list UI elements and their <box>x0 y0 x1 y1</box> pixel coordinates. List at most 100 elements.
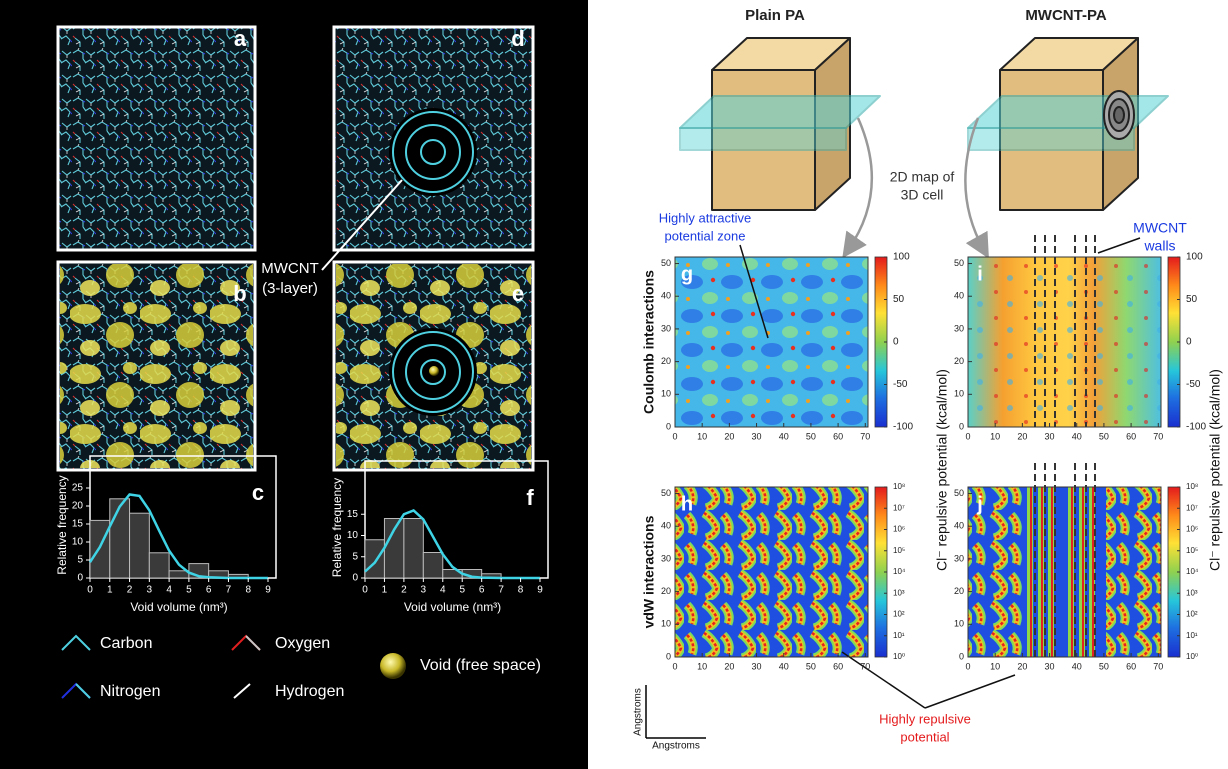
x-tick-label: 2 <box>127 585 133 596</box>
colorbar-tick-label: 10³ <box>1186 588 1198 597</box>
legend-label: Void (free space) <box>420 657 541 674</box>
colorbar-tick-label: 100 <box>1186 252 1203 263</box>
note: potential zone <box>665 228 746 243</box>
y-tick-label: 15 <box>347 509 359 520</box>
colorbar-tick-label: 10⁷ <box>1186 503 1198 512</box>
legend-label: Nitrogen <box>100 683 160 700</box>
x-tick-label: 10 <box>990 661 1000 671</box>
y-tick-label: 50 <box>661 258 671 268</box>
x-tick-label: 30 <box>1045 661 1055 671</box>
y-tick-label: 30 <box>661 323 671 333</box>
mwcnt-label: (3-layer) <box>262 280 318 297</box>
map-letter: j <box>976 493 983 515</box>
x-tick-label: 1 <box>107 585 113 596</box>
x-tick-label: 70 <box>860 661 870 671</box>
x-tick-label: 0 <box>362 585 368 596</box>
x-tick-label: 40 <box>779 431 789 441</box>
x-tick-label: 60 <box>833 661 843 671</box>
colorbar-label: Cl⁻ repulsive potential (kcal/mol) <box>1207 369 1223 571</box>
y-tick-label: 15 <box>72 519 84 530</box>
y-tick-label: 40 <box>954 521 964 531</box>
panel-a <box>58 27 255 250</box>
colorbar-tick-label: -50 <box>893 379 908 390</box>
y-tick-label: 40 <box>954 291 964 301</box>
note: Highly repulsive <box>879 711 971 726</box>
x-tick-label: 9 <box>537 585 543 596</box>
row-label: vdW interactions <box>641 515 657 628</box>
x-tick-label: 20 <box>724 661 734 671</box>
x-tick-label: 0 <box>965 431 970 441</box>
x-tick-label: 10 <box>697 661 707 671</box>
colorbar-label: Cl⁻ repulsive potential (kcal/mol) <box>934 369 950 571</box>
x-axis-label: Void volume (nm³) <box>404 600 501 614</box>
heatmap-texture <box>968 257 1161 427</box>
x-tick-label: 70 <box>860 431 870 441</box>
colorbar-tick-label: 0 <box>893 337 899 348</box>
y-tick-label: 0 <box>666 421 671 431</box>
figure: adbeMWCNT(3-layer)CarbonOxygenNitrogenHy… <box>0 0 1228 769</box>
colorbar-tick-label: 0 <box>1186 337 1192 348</box>
note: MWCNT <box>1133 220 1187 236</box>
x-tick-label: 60 <box>833 431 843 441</box>
y-tick-label: 0 <box>666 651 671 661</box>
x-tick-label: 30 <box>1045 431 1055 441</box>
y-tick-label: 10 <box>72 537 84 548</box>
bar <box>365 540 384 578</box>
nanotube <box>389 108 477 196</box>
note: walls <box>1143 238 1175 254</box>
x-tick-label: 10 <box>990 431 1000 441</box>
y-tick-label: 30 <box>661 553 671 563</box>
x-tick-label: 1 <box>382 585 388 596</box>
legend-label: Carbon <box>100 635 152 652</box>
x-tick-label: 2 <box>401 585 407 596</box>
x-tick-label: 5 <box>186 585 192 596</box>
x-tick-label: 60 <box>1126 661 1136 671</box>
y-axis-label: Relative frequency <box>330 478 344 577</box>
arrow-label: 3D cell <box>901 187 944 203</box>
row-label: Coulomb interactions <box>641 270 657 414</box>
colorbar-tick-label: 10⁶ <box>1186 525 1198 534</box>
colorbar-tick-label: 50 <box>893 294 905 305</box>
colorbar-tick-label: 50 <box>1186 294 1198 305</box>
x-tick-label: 0 <box>672 661 677 671</box>
y-tick-label: 20 <box>954 586 964 596</box>
maps <box>675 257 1161 657</box>
colorbar-tick-label: 10⁵ <box>893 546 905 555</box>
y-tick-label: 20 <box>661 356 671 366</box>
y-tick-label: 30 <box>954 323 964 333</box>
x-tick-label: 30 <box>752 431 762 441</box>
x-tick-label: 0 <box>672 431 677 441</box>
y-tick-label: 25 <box>72 483 84 494</box>
panel-letter: a <box>234 26 247 51</box>
cube-plain <box>680 38 880 210</box>
x-tick-label: 3 <box>421 585 427 596</box>
mwcnt-label: MWCNT <box>261 260 318 277</box>
x-tick-label: 60 <box>1126 431 1136 441</box>
x-tick-label: 20 <box>1017 431 1027 441</box>
y-tick-label: 30 <box>954 553 964 563</box>
cube-mwcnt <box>968 38 1168 210</box>
colorbar-tick-label: 10² <box>893 610 905 619</box>
column-title: MWCNT-PA <box>1025 7 1107 24</box>
axis-hint-label: Angstroms <box>633 688 644 736</box>
y-tick-label: 20 <box>72 501 84 512</box>
nanotube <box>389 328 477 416</box>
colorbar-tick-label: -100 <box>1186 422 1206 433</box>
x-tick-label: 50 <box>1099 661 1109 671</box>
arrow-label: 2D map of <box>890 169 955 185</box>
y-tick-label: 10 <box>661 619 671 629</box>
x-tick-label: 0 <box>87 585 93 596</box>
y-tick-label: 50 <box>661 488 671 498</box>
y-tick-label: 5 <box>352 551 358 562</box>
colorbar-tick-label: 10³ <box>893 588 905 597</box>
colorbar-tick-label: 10⁰ <box>893 652 905 661</box>
x-tick-label: 10 <box>697 431 707 441</box>
colorbar-tick-label: 10⁶ <box>893 525 905 534</box>
x-tick-label: 20 <box>1017 661 1027 671</box>
x-tick-label: 40 <box>779 661 789 671</box>
y-tick-label: 0 <box>959 421 964 431</box>
column-title: Plain PA <box>745 7 805 24</box>
x-tick-label: 6 <box>479 585 485 596</box>
y-tick-label: 5 <box>77 555 83 566</box>
y-tick-label: 50 <box>954 258 964 268</box>
